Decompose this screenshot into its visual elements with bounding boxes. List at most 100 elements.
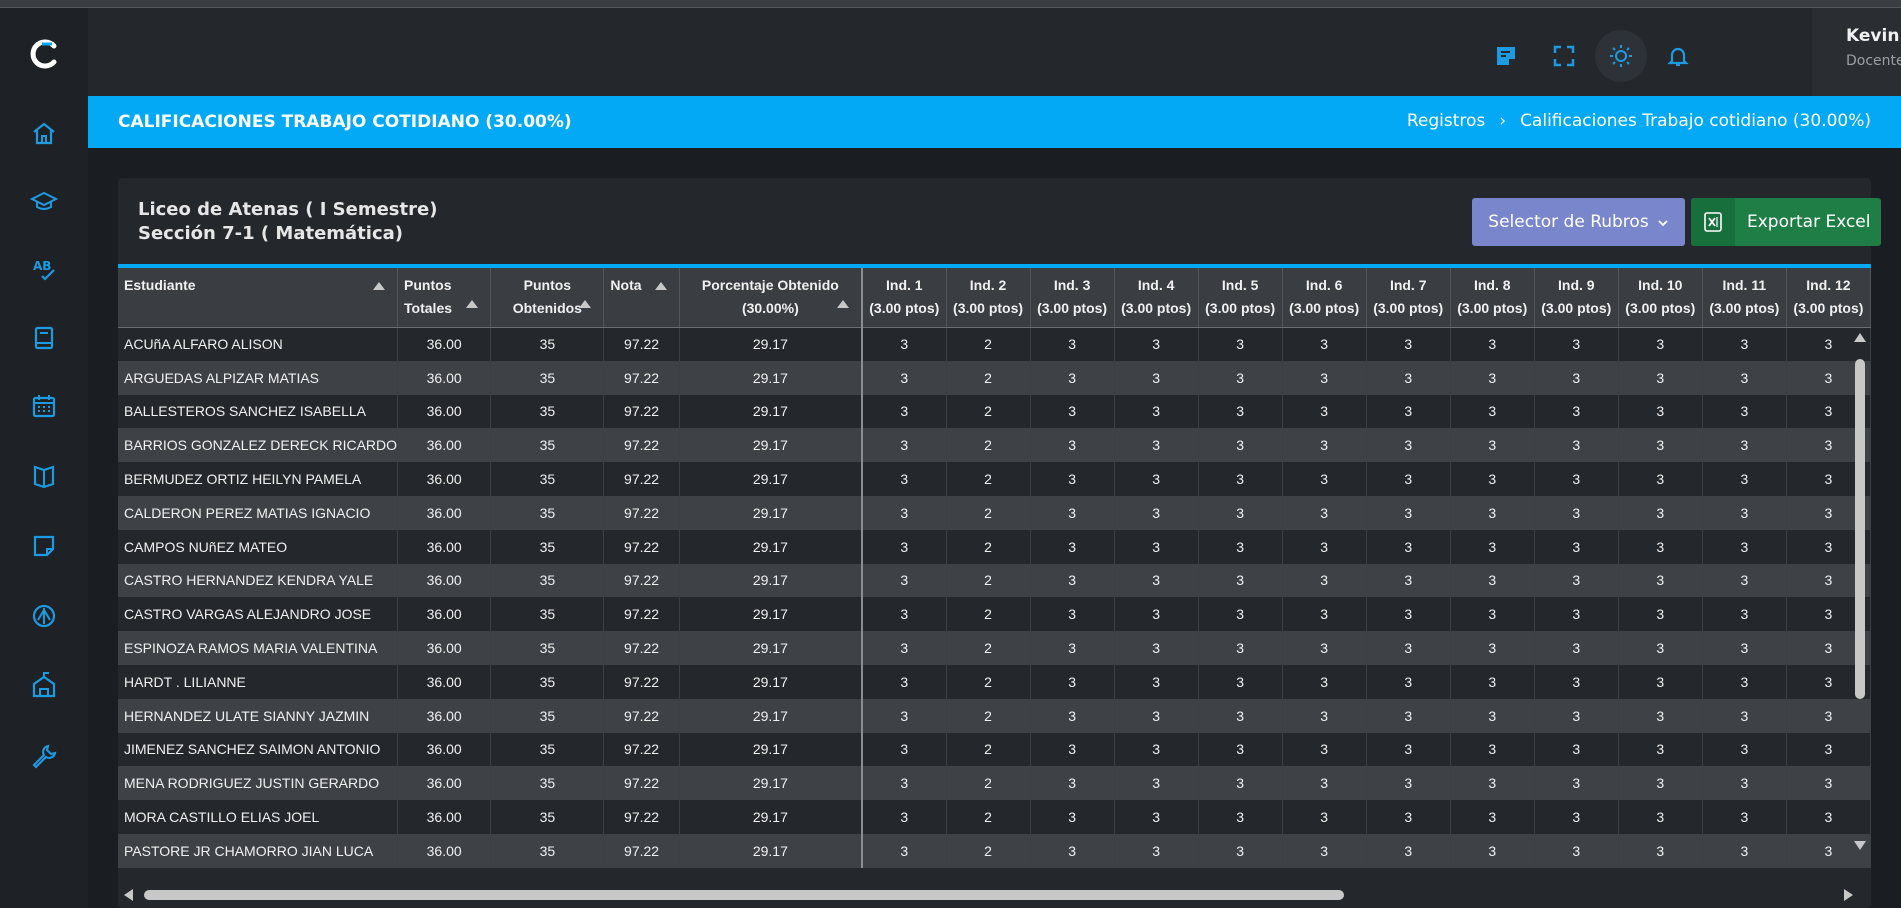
indicator-score[interactable]: 3	[1702, 394, 1787, 429]
header-grade[interactable]: Nota	[603, 268, 680, 328]
indicator-score[interactable]: 3	[1198, 394, 1283, 429]
indicator-score[interactable]: 3	[1198, 631, 1283, 665]
indicator-score[interactable]: 3	[1534, 833, 1619, 868]
indicator-score[interactable]: 3	[862, 631, 947, 665]
indicator-score[interactable]: 2	[946, 833, 1031, 868]
indicator-score[interactable]: 3	[1618, 360, 1703, 395]
indicator-score[interactable]: 3	[1282, 698, 1367, 733]
table-row[interactable]: MORA CASTILLO ELIAS JOEL 36.00 35 97.22 29.1…	[118, 800, 1871, 834]
sidebar-item-wrench[interactable]	[26, 738, 62, 774]
indicator-score[interactable]: 3	[1030, 833, 1115, 868]
indicator-score[interactable]: 3	[1618, 563, 1703, 598]
indicator-score[interactable]: 3	[1450, 563, 1535, 598]
indicator-score[interactable]: 3	[1786, 800, 1871, 834]
indicator-score[interactable]: 3	[1114, 563, 1199, 598]
indicator-score[interactable]: 3	[1618, 631, 1703, 665]
indicator-score[interactable]: 3	[1450, 766, 1535, 801]
indicator-score[interactable]: 3	[1450, 698, 1535, 733]
vertical-scrollbar[interactable]	[1852, 333, 1866, 853]
indicator-score[interactable]: 3	[1534, 495, 1619, 530]
rubros-selector-button[interactable]: Selector de Rubros	[1472, 198, 1685, 246]
indicator-score[interactable]: 3	[1702, 664, 1787, 699]
scroll-right-icon[interactable]	[1844, 889, 1853, 901]
indicator-score[interactable]: 3	[1366, 631, 1451, 665]
indicator-score[interactable]: 3	[1534, 766, 1619, 801]
sidebar-item-home[interactable]	[26, 116, 62, 152]
indicator-score[interactable]: 3	[862, 529, 947, 564]
indicator-score[interactable]: 3	[1114, 664, 1199, 699]
horizontal-scrollbar[interactable]	[124, 886, 1854, 902]
indicator-score[interactable]: 2	[946, 631, 1031, 665]
indicator-score[interactable]: 3	[1702, 698, 1787, 733]
table-row[interactable]: BARRIOS GONZALEZ DERECK RICARDO 36.00 35 97…	[118, 428, 1871, 463]
indicator-score[interactable]: 3	[1450, 462, 1535, 496]
indicator-score[interactable]: 3	[1282, 529, 1367, 564]
indicator-score[interactable]: 3	[1366, 462, 1451, 496]
scroll-up-icon[interactable]	[1854, 333, 1866, 342]
table-row[interactable]: BALLESTEROS SANCHEZ ISABELLA 36.00 35 97.22…	[118, 394, 1871, 429]
indicator-score[interactable]: 3	[1702, 327, 1787, 361]
indicator-score[interactable]: 3	[1702, 732, 1787, 767]
header-obtained-points[interactable]: Puntos Obtenidos	[490, 268, 605, 328]
indicator-score[interactable]: 2	[946, 428, 1031, 463]
indicator-score[interactable]: 3	[1114, 462, 1199, 496]
indicator-score[interactable]: 2	[946, 800, 1031, 834]
indicator-score[interactable]: 3	[1114, 495, 1199, 530]
indicator-score[interactable]: 3	[1534, 428, 1619, 463]
indicator-score[interactable]: 3	[1030, 428, 1115, 463]
indicator-score[interactable]: 3	[1534, 327, 1619, 361]
indicator-score[interactable]: 3	[862, 833, 947, 868]
header-indicator-12[interactable]: Ind. 12 (3.00 ptos)	[1786, 268, 1871, 328]
indicator-score[interactable]: 3	[1114, 327, 1199, 361]
indicator-score[interactable]: 3	[1702, 597, 1787, 632]
indicator-score[interactable]: 3	[1450, 529, 1535, 564]
header-total-points[interactable]: Puntos Totales	[397, 268, 492, 328]
brightness-icon[interactable]	[1595, 30, 1647, 82]
indicator-score[interactable]: 3	[1786, 766, 1871, 801]
indicator-score[interactable]: 3	[1282, 327, 1367, 361]
indicator-score[interactable]: 3	[1282, 394, 1367, 429]
header-percent[interactable]: Porcentaje Obtenido (30.00%)	[679, 268, 864, 328]
indicator-score[interactable]: 3	[1618, 428, 1703, 463]
indicator-score[interactable]: 3	[1030, 766, 1115, 801]
indicator-score[interactable]: 3	[1114, 428, 1199, 463]
indicator-score[interactable]: 3	[1114, 394, 1199, 429]
indicator-score[interactable]: 3	[1282, 766, 1367, 801]
indicator-score[interactable]: 3	[1534, 664, 1619, 699]
export-excel-button[interactable]: Exportar Excel	[1691, 198, 1881, 246]
indicator-score[interactable]: 3	[1702, 563, 1787, 598]
indicator-score[interactable]: 3	[1198, 800, 1283, 834]
indicator-score[interactable]: 3	[1198, 462, 1283, 496]
header-indicator-10[interactable]: Ind. 10 (3.00 ptos)	[1618, 268, 1703, 328]
indicator-score[interactable]: 3	[1198, 360, 1283, 395]
indicator-score[interactable]: 3	[1030, 631, 1115, 665]
header-student[interactable]: Estudiante	[118, 268, 399, 328]
indicator-score[interactable]: 2	[946, 360, 1031, 395]
indicator-score[interactable]: 3	[1702, 529, 1787, 564]
indicator-score[interactable]: 3	[1534, 698, 1619, 733]
indicator-score[interactable]: 3	[1786, 732, 1871, 767]
indicator-score[interactable]: 3	[1366, 664, 1451, 699]
indicator-score[interactable]: 3	[862, 563, 947, 598]
header-indicator-7[interactable]: Ind. 7 (3.00 ptos)	[1366, 268, 1451, 328]
table-row[interactable]: MENA RODRIGUEZ JUSTIN GERARDO 36.00 35 97.2…	[118, 766, 1871, 801]
indicator-score[interactable]: 3	[1282, 800, 1367, 834]
indicator-score[interactable]: 2	[946, 664, 1031, 699]
indicator-score[interactable]: 3	[1282, 462, 1367, 496]
indicator-score[interactable]: 3	[1114, 698, 1199, 733]
indicator-score[interactable]: 3	[1450, 394, 1535, 429]
table-row[interactable]: CAMPOS NUñEZ MATEO 36.00 35 97.22 29.17 3 2 3 3 3…	[118, 529, 1871, 564]
sidebar-item-spellcheck[interactable]: AB	[26, 252, 62, 288]
indicator-score[interactable]: 3	[862, 766, 947, 801]
indicator-score[interactable]: 3	[862, 664, 947, 699]
indicator-score[interactable]: 3	[1366, 394, 1451, 429]
indicator-score[interactable]: 3	[1030, 698, 1115, 733]
indicator-score[interactable]: 2	[946, 394, 1031, 429]
table-row[interactable]: JIMENEZ SANCHEZ SAIMON ANTONIO 36.00 35 97.…	[118, 732, 1871, 767]
indicator-score[interactable]: 3	[1618, 394, 1703, 429]
indicator-score[interactable]: 3	[1618, 800, 1703, 834]
indicator-score[interactable]: 3	[1618, 698, 1703, 733]
indicator-score[interactable]: 3	[1366, 732, 1451, 767]
indicator-score[interactable]: 3	[1030, 327, 1115, 361]
indicator-score[interactable]: 3	[862, 597, 947, 632]
